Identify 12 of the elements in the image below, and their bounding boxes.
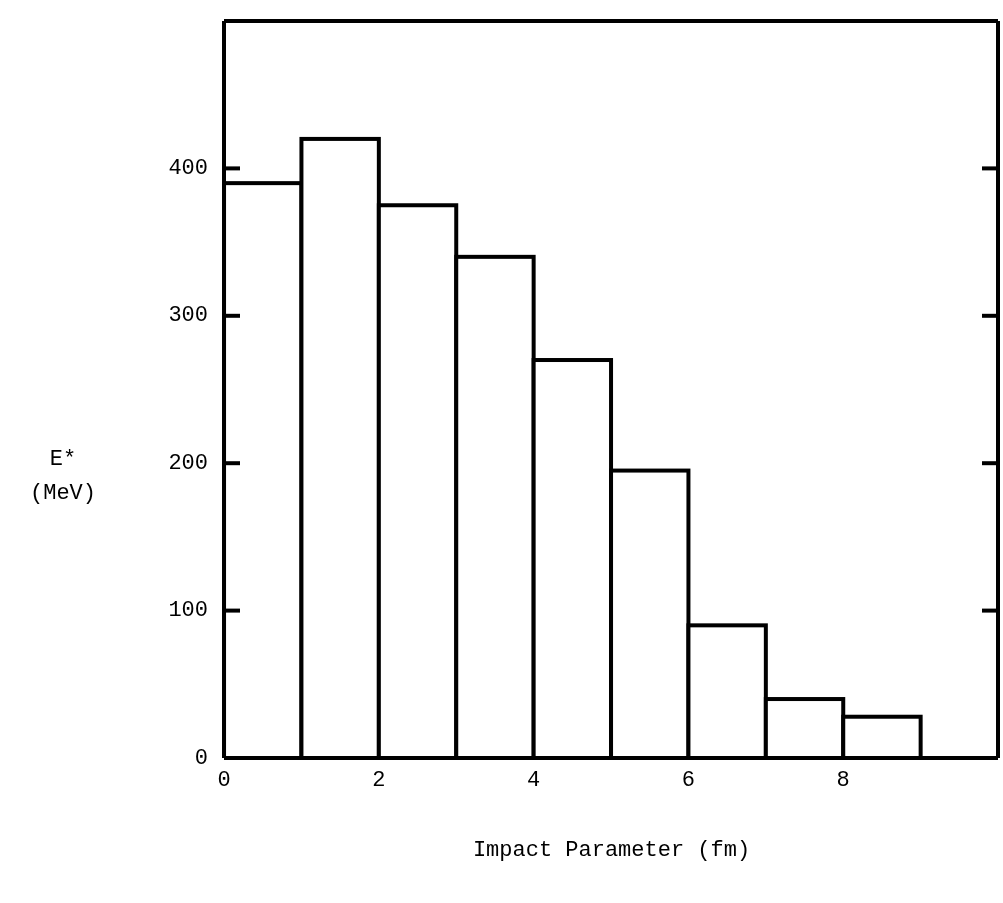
x-axis-title: Impact Parameter (fm) [471,838,752,863]
x-tick-label: 8 [836,767,850,793]
y-axis-title: E* (MeV) [29,446,97,508]
x-tick-label: 2 [372,767,386,793]
x-tick-label: 6 [681,767,695,793]
x-tick-label: 4 [527,767,541,793]
x-tick-label: 0 [217,767,231,793]
y-tick-label: 300 [168,303,208,329]
y-tick-label: 100 [168,598,208,624]
y-tick-label: 400 [168,155,208,181]
y-tick-label: 0 [194,745,208,771]
y-tick-label: 200 [168,450,208,476]
